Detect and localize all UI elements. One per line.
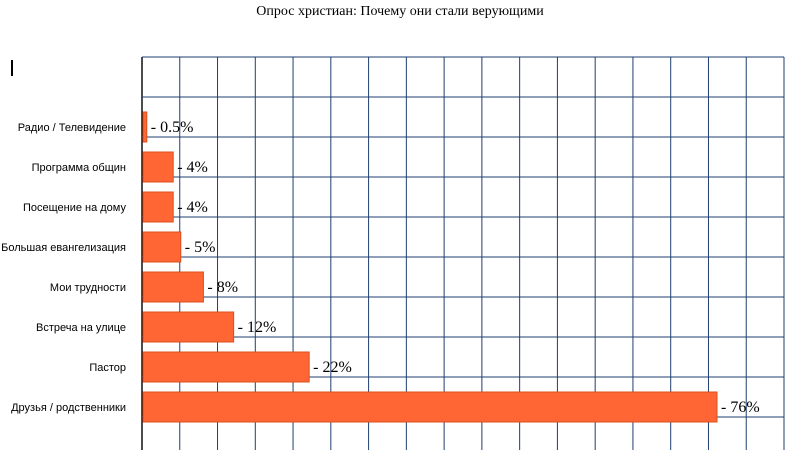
data-label: - 8% [207,279,238,296]
chart-bars [142,111,718,423]
category-label: Посещение на дому [23,202,127,214]
data-label: - 0.5% [151,119,194,136]
data-label: - 22% [313,359,352,376]
bar [142,191,174,223]
chart-grid [141,56,785,450]
value-labels: - 0.5% - 4% - 4% - 5% - 8% - 12% - 22% - 76% [151,119,760,416]
data-label: - 76% [721,399,760,416]
category-label: Мои трудности [50,282,126,294]
data-label: - 5% [185,239,216,256]
bar [142,271,204,303]
chart-title: Опрос христиан: Почему они стали верующи… [256,4,544,19]
bar [142,231,182,263]
bar [142,311,235,343]
category-label: Большая евангелизация [1,242,126,254]
category-labels: Радио / Телевидение Программа общин Посеще… [1,122,126,414]
bar [142,111,148,143]
text-cursor [11,60,13,76]
bar [142,151,174,183]
data-label: - 4% [177,159,208,176]
category-label: Радио / Телевидение [18,122,126,134]
category-label: Встреча на улице [36,322,126,334]
data-label: - 4% [177,199,208,216]
category-label: Пастор [89,362,126,374]
data-label: - 12% [238,319,277,336]
category-label: Программа общин [32,162,126,174]
bar [142,391,718,423]
bar [142,351,310,383]
category-label: Друзья / родственники [11,402,126,414]
